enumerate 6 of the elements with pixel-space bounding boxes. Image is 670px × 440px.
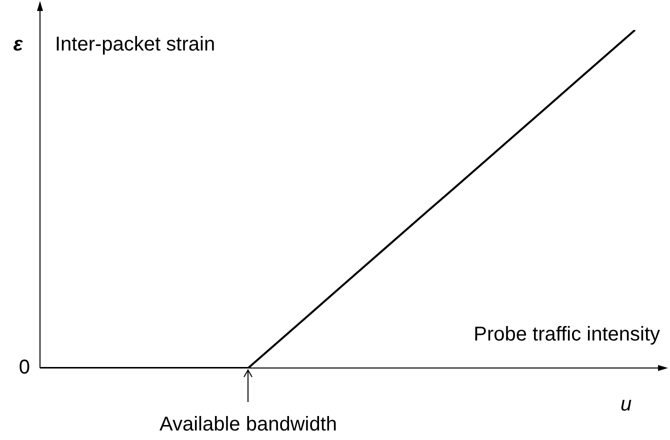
annotation: Probe traffic intensity <box>474 324 660 346</box>
annotation: Available bandwidth <box>159 414 338 436</box>
y-axis-title: ε <box>13 34 24 56</box>
text: 0 <box>18 356 30 379</box>
annotation: Inter-packet strain <box>55 34 216 56</box>
x-axis-title: u <box>620 394 632 416</box>
